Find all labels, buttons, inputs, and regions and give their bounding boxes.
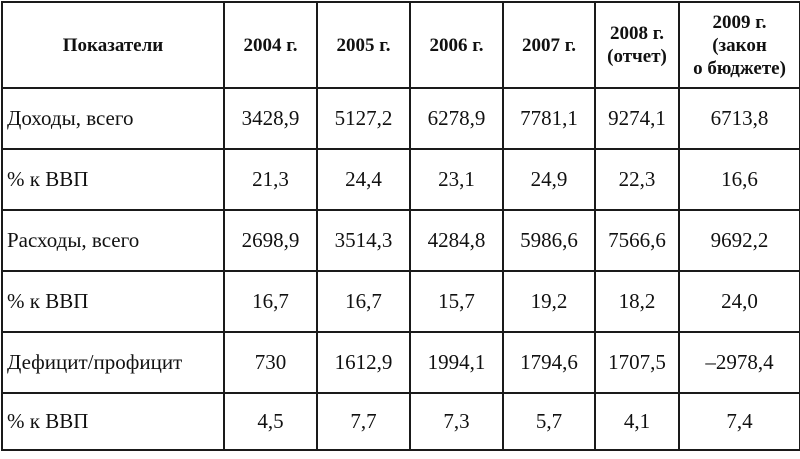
table-cell: 730 — [223, 331, 318, 394]
header-2009: 2009 г. (закон о бюджете) — [678, 1, 800, 89]
header-indicator: Показатели — [1, 1, 225, 89]
table-cell: 24,0 — [678, 270, 800, 333]
header-2008: 2008 г. (отчет) — [594, 1, 680, 89]
row-label: Доходы, всего — [1, 87, 225, 150]
header-2007: 2007 г. — [502, 1, 596, 89]
row-label: Расходы, всего — [1, 209, 225, 272]
table-cell: 4,5 — [223, 392, 318, 451]
table-row: Дефицит/профицит 730 1612,9 1994,1 1794,… — [1, 331, 800, 394]
table-cell: 21,3 — [223, 148, 318, 211]
table-cell: 22,3 — [594, 148, 680, 211]
row-label: Дефицит/профицит — [1, 331, 225, 394]
table-cell: 5127,2 — [316, 87, 411, 150]
header-2009-note-1: (закон — [712, 34, 767, 56]
row-label: % к ВВП — [1, 270, 225, 333]
table-cell: 7566,6 — [594, 209, 680, 272]
table-cell: 5,7 — [502, 392, 596, 451]
table-row: % к ВВП 16,7 16,7 15,7 19,2 18,2 24,0 — [1, 270, 800, 333]
table-cell: 16,6 — [678, 148, 800, 211]
table-cell: 1612,9 — [316, 331, 411, 394]
table-row: Доходы, всего 3428,9 5127,2 6278,9 7781,… — [1, 87, 800, 150]
table-row: % к ВВП 21,3 24,4 23,1 24,9 22,3 16,6 — [1, 148, 800, 211]
table-cell: 4284,8 — [409, 209, 504, 272]
table-cell: 7,4 — [678, 392, 800, 451]
table-cell: 23,1 — [409, 148, 504, 211]
header-2009-note-2: о бюджете) — [693, 57, 786, 79]
table-row: Расходы, всего 2698,9 3514,3 4284,8 5986… — [1, 209, 800, 272]
header-2006: 2006 г. — [409, 1, 504, 89]
table-cell: 24,4 — [316, 148, 411, 211]
table-cell: 6278,9 — [409, 87, 504, 150]
table-row: % к ВВП 4,5 7,7 7,3 5,7 4,1 7,4 — [1, 392, 800, 451]
table-cell: 3428,9 — [223, 87, 318, 150]
header-2005: 2005 г. — [316, 1, 411, 89]
budget-table: Показатели 2004 г. 2005 г. 2006 г. 2007 … — [1, 1, 800, 451]
header-2008-note: (отчет) — [607, 46, 667, 67]
table-cell: 2698,9 — [223, 209, 318, 272]
table-cell: 24,9 — [502, 148, 596, 211]
table-cell: 19,2 — [502, 270, 596, 333]
table-cell: 3514,3 — [316, 209, 411, 272]
table-cell: 16,7 — [316, 270, 411, 333]
header-2009-year: 2009 г. — [712, 11, 767, 33]
table-cell: –2978,4 — [678, 331, 800, 394]
table-cell: 1994,1 — [409, 331, 504, 394]
table-cell: 7,3 — [409, 392, 504, 451]
table-cell: 9274,1 — [594, 87, 680, 150]
table-cell: 16,7 — [223, 270, 318, 333]
table-cell: 15,7 — [409, 270, 504, 333]
table-cell: 1794,6 — [502, 331, 596, 394]
header-row: Показатели 2004 г. 2005 г. 2006 г. 2007 … — [1, 1, 800, 89]
header-2008-year: 2008 г. — [610, 23, 664, 44]
table-cell: 18,2 — [594, 270, 680, 333]
table-cell: 7,7 — [316, 392, 411, 451]
table-cell: 5986,6 — [502, 209, 596, 272]
row-label: % к ВВП — [1, 392, 225, 451]
header-2004: 2004 г. — [223, 1, 318, 89]
table-cell: 7781,1 — [502, 87, 596, 150]
table-cell: 4,1 — [594, 392, 680, 451]
row-label: % к ВВП — [1, 148, 225, 211]
table-cell: 6713,8 — [678, 87, 800, 150]
table-cell: 9692,2 — [678, 209, 800, 272]
table-cell: 1707,5 — [594, 331, 680, 394]
